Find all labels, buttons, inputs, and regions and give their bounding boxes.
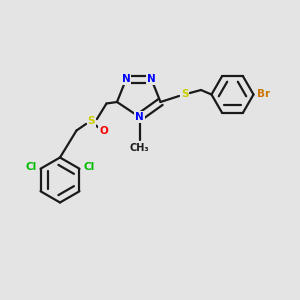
Text: S: S	[181, 89, 188, 100]
Text: O: O	[99, 125, 108, 136]
Text: Br: Br	[257, 89, 271, 100]
Text: N: N	[147, 74, 156, 85]
Text: Cl: Cl	[25, 162, 37, 172]
Text: N: N	[135, 112, 144, 122]
Text: N: N	[122, 74, 130, 85]
Text: CH₃: CH₃	[130, 143, 150, 153]
Text: S: S	[88, 116, 95, 127]
Text: Cl: Cl	[83, 162, 95, 172]
